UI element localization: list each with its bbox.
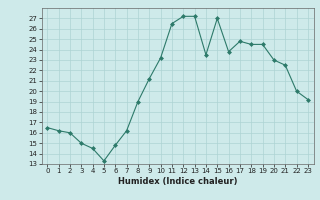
- X-axis label: Humidex (Indice chaleur): Humidex (Indice chaleur): [118, 177, 237, 186]
